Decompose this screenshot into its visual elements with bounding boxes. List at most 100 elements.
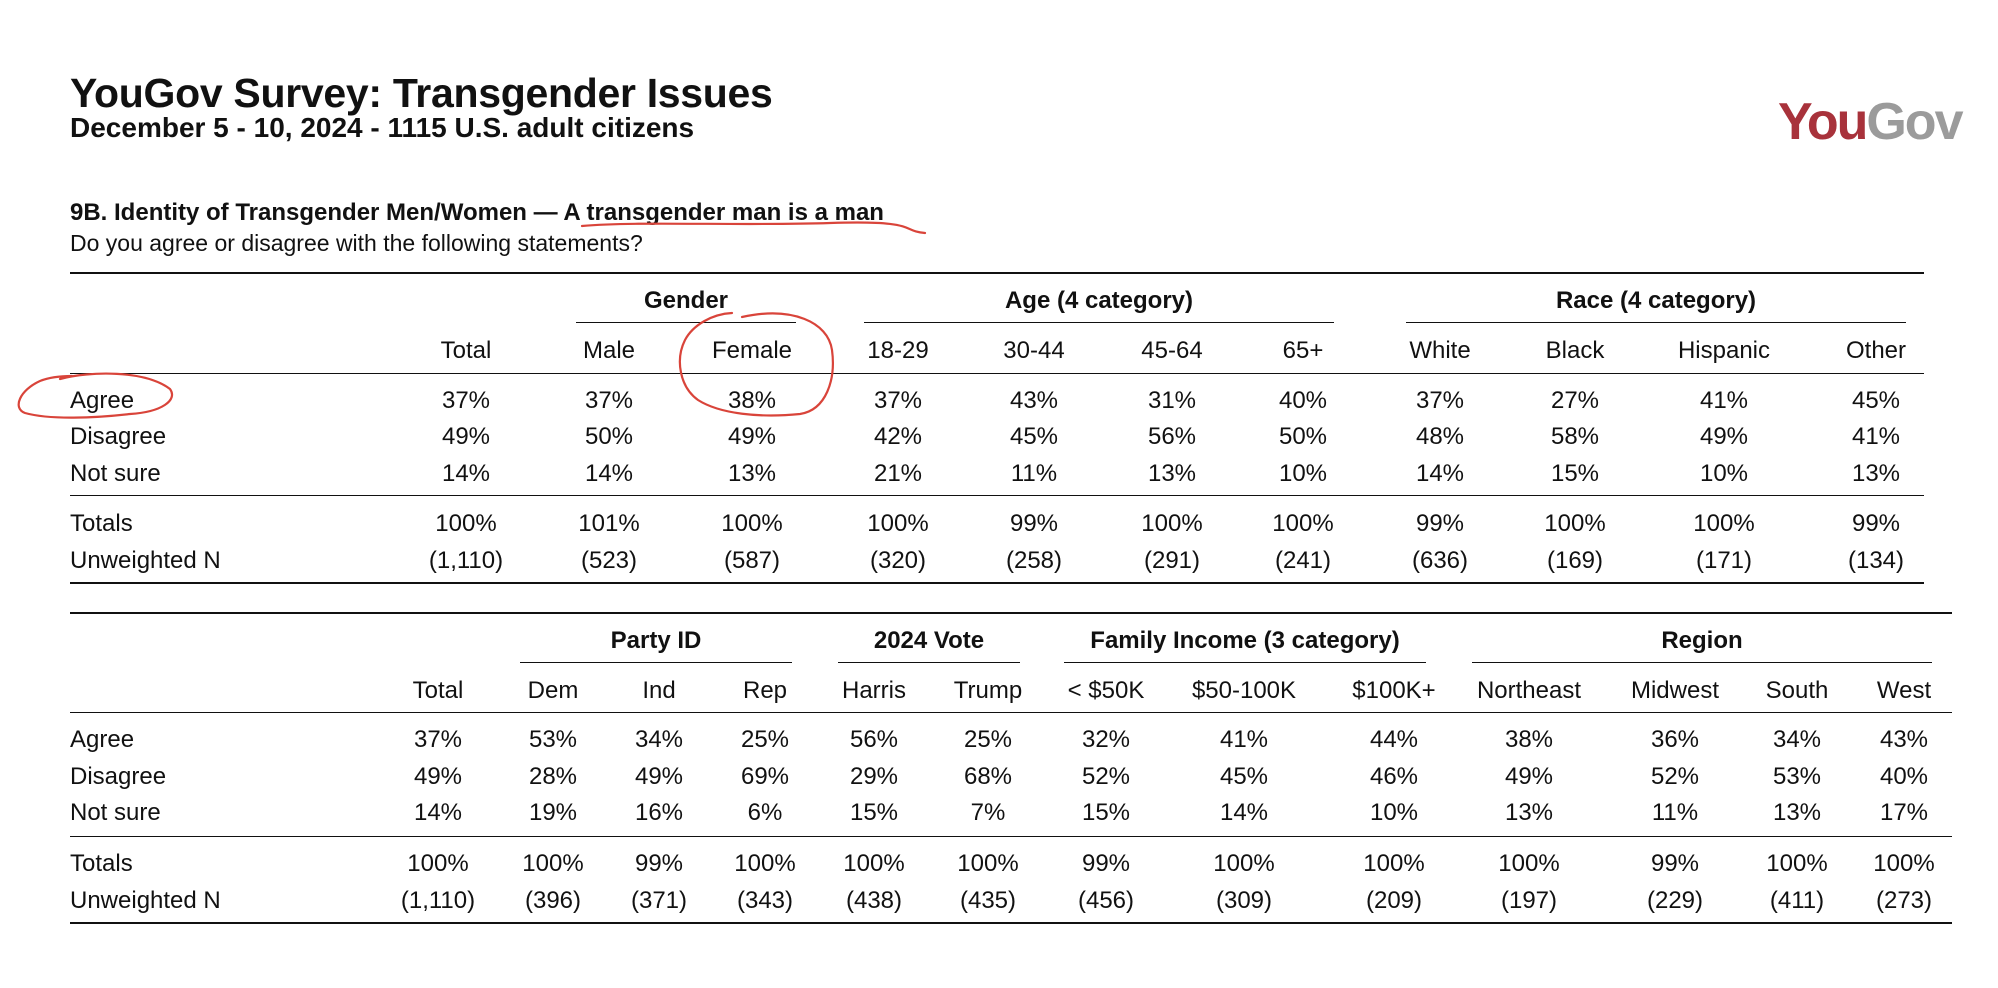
data-cell: 100%	[1498, 850, 1560, 877]
data-cell: 14%	[584, 460, 634, 487]
data-cell: (320)	[869, 547, 927, 574]
column-header: Rep	[742, 677, 788, 704]
group-header-party-id: Party ID	[610, 627, 702, 654]
data-cell: 41%	[1699, 387, 1749, 414]
group-underline	[520, 662, 792, 663]
data-cell: 56%	[849, 726, 899, 753]
data-cell: (587)	[723, 547, 781, 574]
data-cell: 99%	[1415, 510, 1465, 537]
data-cell: 99%	[1650, 850, 1700, 877]
table-rule	[70, 922, 1952, 924]
data-cell: 10%	[1278, 460, 1328, 487]
data-cell: 10%	[1699, 460, 1749, 487]
data-cell: 13%	[1147, 460, 1197, 487]
data-cell: 14%	[413, 799, 463, 826]
group-underline	[864, 322, 1334, 323]
data-cell: (1,110)	[400, 887, 476, 914]
data-cell: 27%	[1550, 387, 1600, 414]
data-cell: (134)	[1847, 547, 1905, 574]
data-cell: 15%	[1550, 460, 1600, 487]
group-underline	[1064, 662, 1426, 663]
group-underline	[1472, 662, 1932, 663]
data-cell: 100%	[867, 510, 929, 537]
data-cell: 13%	[727, 460, 777, 487]
column-header: 45-64	[1141, 337, 1203, 364]
column-header: Male	[582, 337, 636, 364]
data-cell: 99%	[1851, 510, 1901, 537]
column-header: Total	[440, 337, 492, 364]
data-cell: 100%	[734, 850, 796, 877]
data-cell: 101%	[578, 510, 640, 537]
data-cell: 29%	[849, 763, 899, 790]
data-cell: (258)	[1005, 547, 1063, 574]
column-header: Trump	[953, 677, 1023, 704]
data-cell: 100%	[1873, 850, 1935, 877]
data-cell: 17%	[1879, 799, 1929, 826]
column-header: Total	[412, 677, 464, 704]
question-statement: A transgender man is a man	[563, 199, 884, 226]
column-header: Black	[1545, 337, 1605, 364]
data-cell: 41%	[1219, 726, 1269, 753]
group-header-region: Region	[1661, 627, 1743, 654]
data-cell: 49%	[727, 423, 777, 450]
column-header: Northeast	[1476, 677, 1582, 704]
data-cell: 58%	[1550, 423, 1600, 450]
data-cell: 37%	[413, 726, 463, 753]
data-cell: (273)	[1875, 887, 1933, 914]
data-cell: 49%	[1504, 763, 1554, 790]
data-cell: 45%	[1219, 763, 1269, 790]
data-cell: 53%	[1772, 763, 1822, 790]
data-cell: (171)	[1695, 547, 1753, 574]
data-cell: 68%	[963, 763, 1013, 790]
group-header-gender: Gender	[643, 287, 729, 314]
data-cell: 6%	[747, 799, 783, 826]
data-cell: 13%	[1851, 460, 1901, 487]
column-header: South	[1765, 677, 1829, 704]
data-cell: 16%	[634, 799, 684, 826]
question-prompt: Do you agree or disagree with the follow…	[70, 230, 643, 256]
data-cell: 100%	[1363, 850, 1425, 877]
data-cell: 43%	[1879, 726, 1929, 753]
data-cell: 15%	[1081, 799, 1131, 826]
data-cell: 25%	[963, 726, 1013, 753]
data-cell: 99%	[634, 850, 684, 877]
data-cell: 52%	[1650, 763, 1700, 790]
data-cell: 11%	[1010, 460, 1058, 487]
data-cell: 100%	[435, 510, 497, 537]
data-cell: 10%	[1369, 799, 1419, 826]
data-cell: 100%	[1693, 510, 1755, 537]
row-label: Disagree	[70, 423, 167, 450]
data-cell: 49%	[441, 423, 491, 450]
data-cell: 100%	[957, 850, 1019, 877]
data-cell: 37%	[1415, 387, 1465, 414]
data-cell: 40%	[1278, 387, 1328, 414]
data-cell: 14%	[1219, 799, 1269, 826]
data-cell: (435)	[959, 887, 1017, 914]
data-cell: 53%	[528, 726, 578, 753]
data-cell: 38%	[1504, 726, 1554, 753]
data-cell: 36%	[1650, 726, 1700, 753]
group-header-family-income-3-category: Family Income (3 category)	[1090, 627, 1400, 654]
data-cell: 13%	[1772, 799, 1822, 826]
data-cell: 14%	[441, 460, 491, 487]
data-cell: 45%	[1009, 423, 1059, 450]
survey-subtitle: December 5 - 10, 2024 - 1115 U.S. adult …	[70, 112, 695, 143]
yougov-logo: YouGov	[1778, 93, 1964, 151]
column-header: Other	[1845, 337, 1907, 364]
table-rule	[70, 373, 1924, 374]
data-cell: (636)	[1411, 547, 1469, 574]
data-cell: (169)	[1546, 547, 1604, 574]
data-cell: 15%	[849, 799, 899, 826]
data-cell: (411)	[1769, 887, 1825, 914]
data-cell: (309)	[1215, 887, 1273, 914]
data-cell: 49%	[634, 763, 684, 790]
table-rule	[70, 272, 1924, 274]
group-underline	[576, 322, 796, 323]
column-header: < $50K	[1067, 677, 1145, 704]
data-cell: 34%	[634, 726, 684, 753]
data-cell: (371)	[630, 887, 688, 914]
data-cell: 40%	[1879, 763, 1929, 790]
column-header: West	[1876, 677, 1932, 704]
data-cell: 100%	[1272, 510, 1334, 537]
